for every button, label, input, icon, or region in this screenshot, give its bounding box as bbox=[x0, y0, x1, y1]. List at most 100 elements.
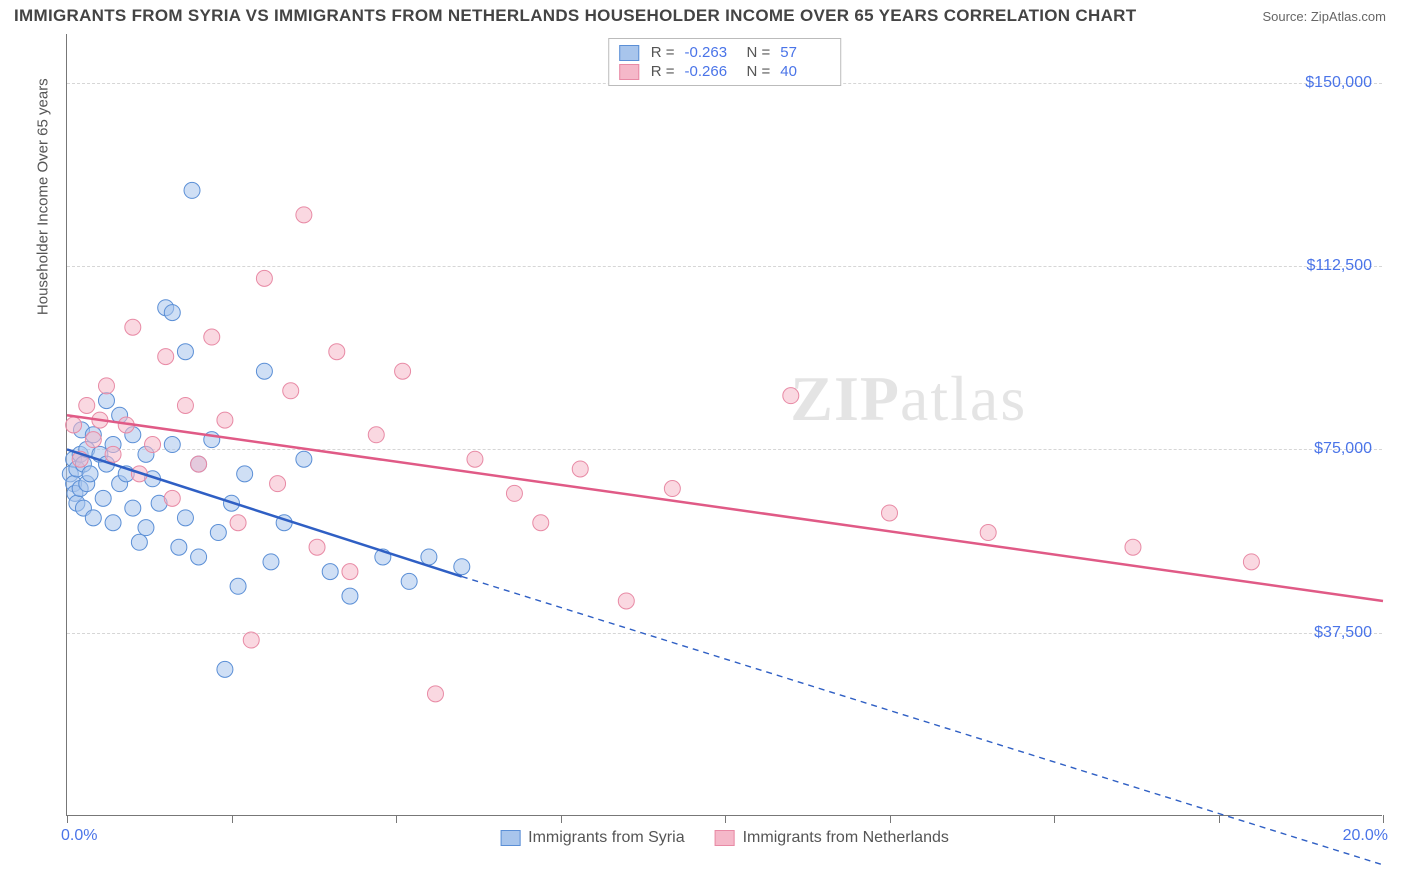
x-tick bbox=[1219, 815, 1220, 823]
legend-item: Immigrants from Syria bbox=[500, 829, 684, 847]
scatter-point-syria bbox=[296, 451, 312, 467]
scatter-point-syria bbox=[164, 437, 180, 453]
plot-area: Householder Income Over 65 years $37,500… bbox=[66, 34, 1382, 816]
scatter-point-netherlands bbox=[368, 427, 384, 443]
scatter-point-syria bbox=[184, 182, 200, 198]
x-tick bbox=[890, 815, 891, 823]
scatter-point-netherlands bbox=[204, 329, 220, 345]
r-label: R = bbox=[651, 63, 675, 80]
scatter-point-netherlands bbox=[783, 388, 799, 404]
scatter-point-syria bbox=[256, 363, 272, 379]
n-label: N = bbox=[747, 63, 771, 80]
legend-bottom: Immigrants from Syria Immigrants from Net… bbox=[500, 829, 949, 847]
legend-stat-row-netherlands: R = -0.266 N = 40 bbox=[619, 62, 831, 81]
scatter-point-netherlands bbox=[217, 412, 233, 428]
scatter-point-netherlands bbox=[85, 432, 101, 448]
scatter-point-syria bbox=[171, 539, 187, 555]
scatter-point-netherlands bbox=[329, 344, 345, 360]
scatter-point-netherlands bbox=[980, 525, 996, 541]
scatter-point-syria bbox=[210, 525, 226, 541]
scatter-point-syria bbox=[95, 490, 111, 506]
scatter-point-netherlands bbox=[270, 476, 286, 492]
scatter-point-syria bbox=[177, 344, 193, 360]
scatter-point-netherlands bbox=[506, 485, 522, 501]
scatter-point-netherlands bbox=[66, 417, 82, 433]
legend-stats-box: R = -0.263 N = 57 R = -0.266 N = 40 bbox=[608, 38, 842, 86]
legend-swatch bbox=[500, 830, 520, 846]
scatter-svg-layer bbox=[67, 34, 1382, 815]
scatter-point-syria bbox=[85, 510, 101, 526]
legend-stat-row-syria: R = -0.263 N = 57 bbox=[619, 43, 831, 62]
scatter-point-netherlands bbox=[309, 539, 325, 555]
x-tick bbox=[396, 815, 397, 823]
chart-source: Source: ZipAtlas.com bbox=[1262, 9, 1386, 24]
scatter-point-syria bbox=[131, 534, 147, 550]
x-tick bbox=[725, 815, 726, 823]
scatter-point-netherlands bbox=[98, 378, 114, 394]
scatter-point-netherlands bbox=[572, 461, 588, 477]
scatter-point-syria bbox=[125, 500, 141, 516]
scatter-point-syria bbox=[177, 510, 193, 526]
n-value: 40 bbox=[780, 63, 830, 80]
chart-container: Householder Income Over 65 years $37,500… bbox=[14, 34, 1392, 854]
scatter-point-syria bbox=[98, 393, 114, 409]
scatter-point-syria bbox=[342, 588, 358, 604]
scatter-point-syria bbox=[322, 564, 338, 580]
legend-item: Immigrants from Netherlands bbox=[715, 829, 949, 847]
scatter-point-syria bbox=[82, 466, 98, 482]
scatter-point-netherlands bbox=[243, 632, 259, 648]
scatter-point-netherlands bbox=[296, 207, 312, 223]
x-tick bbox=[1054, 815, 1055, 823]
scatter-point-netherlands bbox=[427, 686, 443, 702]
x-tick bbox=[232, 815, 233, 823]
scatter-point-netherlands bbox=[1243, 554, 1259, 570]
regression-line-extension-syria bbox=[462, 577, 1383, 865]
scatter-point-netherlands bbox=[105, 446, 121, 462]
scatter-point-netherlands bbox=[191, 456, 207, 472]
legend-swatch bbox=[619, 64, 639, 80]
legend-swatch bbox=[619, 45, 639, 61]
n-value: 57 bbox=[780, 44, 830, 61]
scatter-point-syria bbox=[263, 554, 279, 570]
scatter-point-netherlands bbox=[79, 397, 95, 413]
scatter-point-netherlands bbox=[125, 319, 141, 335]
scatter-point-syria bbox=[138, 520, 154, 536]
scatter-point-netherlands bbox=[533, 515, 549, 531]
x-tick bbox=[1383, 815, 1384, 823]
scatter-point-syria bbox=[421, 549, 437, 565]
n-label: N = bbox=[747, 44, 771, 61]
r-label: R = bbox=[651, 44, 675, 61]
scatter-point-netherlands bbox=[395, 363, 411, 379]
r-value: -0.266 bbox=[685, 63, 735, 80]
scatter-point-netherlands bbox=[158, 349, 174, 365]
regression-line-netherlands bbox=[67, 415, 1383, 601]
scatter-point-syria bbox=[401, 573, 417, 589]
scatter-point-netherlands bbox=[283, 383, 299, 399]
x-tick-label-max: 20.0% bbox=[1343, 827, 1388, 845]
legend-label: Immigrants from Netherlands bbox=[743, 829, 949, 847]
scatter-point-netherlands bbox=[664, 481, 680, 497]
chart-title: IMMIGRANTS FROM SYRIA VS IMMIGRANTS FROM… bbox=[14, 6, 1136, 26]
scatter-point-netherlands bbox=[882, 505, 898, 521]
x-tick-label-min: 0.0% bbox=[61, 827, 97, 845]
scatter-point-syria bbox=[105, 515, 121, 531]
scatter-point-netherlands bbox=[618, 593, 634, 609]
x-tick bbox=[67, 815, 68, 823]
scatter-point-syria bbox=[191, 549, 207, 565]
scatter-point-netherlands bbox=[467, 451, 483, 467]
x-tick bbox=[561, 815, 562, 823]
r-value: -0.263 bbox=[685, 44, 735, 61]
scatter-point-syria bbox=[454, 559, 470, 575]
scatter-point-netherlands bbox=[342, 564, 358, 580]
scatter-point-netherlands bbox=[256, 270, 272, 286]
scatter-point-netherlands bbox=[230, 515, 246, 531]
scatter-point-netherlands bbox=[177, 397, 193, 413]
scatter-point-syria bbox=[230, 578, 246, 594]
legend-swatch bbox=[715, 830, 735, 846]
scatter-point-netherlands bbox=[164, 490, 180, 506]
chart-header: IMMIGRANTS FROM SYRIA VS IMMIGRANTS FROM… bbox=[0, 0, 1406, 28]
scatter-point-syria bbox=[164, 305, 180, 321]
scatter-point-syria bbox=[217, 661, 233, 677]
y-axis-label: Householder Income Over 65 years bbox=[35, 78, 52, 315]
scatter-point-syria bbox=[237, 466, 253, 482]
